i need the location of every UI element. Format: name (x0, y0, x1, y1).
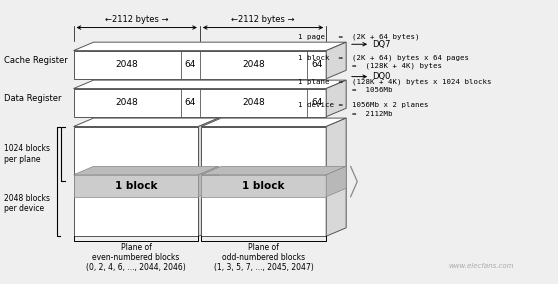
Text: 2048: 2048 (116, 98, 138, 107)
Text: ←2112 bytes →: ←2112 bytes → (105, 15, 169, 24)
Text: ←2112 bytes →: ←2112 bytes → (231, 15, 295, 24)
Polygon shape (74, 80, 346, 89)
Text: DQ0: DQ0 (372, 72, 391, 81)
Text: 2048 blocks
per device: 2048 blocks per device (4, 194, 50, 213)
Text: 1 block: 1 block (243, 181, 285, 191)
Text: =  (128K + 4K) bytes: = (128K + 4K) bytes (299, 63, 442, 69)
Polygon shape (74, 42, 346, 51)
Text: 1 plane  =  (128K + 4K) bytes x 1024 blocks: 1 plane = (128K + 4K) bytes x 1024 block… (299, 78, 492, 85)
Polygon shape (326, 80, 346, 117)
Polygon shape (74, 166, 219, 175)
Polygon shape (326, 118, 346, 236)
Text: 1 device =  1056Mb x 2 planes: 1 device = 1056Mb x 2 planes (299, 103, 429, 108)
Text: 64: 64 (185, 60, 196, 69)
Polygon shape (326, 42, 346, 79)
Text: Cache Register: Cache Register (4, 56, 68, 65)
Text: DQ7: DQ7 (372, 40, 391, 49)
Text: 1 page   =  (2K + 64 bytes): 1 page = (2K + 64 bytes) (299, 33, 420, 40)
Text: 64: 64 (185, 98, 196, 107)
Polygon shape (74, 118, 219, 127)
Polygon shape (201, 175, 326, 197)
Text: 64: 64 (311, 98, 323, 107)
Text: 1 block: 1 block (115, 181, 157, 191)
Polygon shape (199, 166, 219, 197)
Polygon shape (201, 118, 346, 127)
Text: 1024 blocks
per plane: 1024 blocks per plane (4, 144, 50, 164)
Polygon shape (74, 175, 199, 197)
Polygon shape (74, 127, 199, 236)
Polygon shape (201, 127, 326, 236)
Text: 2048: 2048 (116, 60, 138, 69)
Polygon shape (74, 51, 326, 79)
Text: Data Register: Data Register (4, 94, 62, 103)
Text: 64: 64 (311, 60, 323, 69)
Text: www.elecfans.com: www.elecfans.com (449, 263, 514, 269)
Text: =  2112Mb: = 2112Mb (299, 111, 393, 117)
Text: 2048: 2048 (242, 60, 265, 69)
Text: =  1056Mb: = 1056Mb (299, 87, 393, 93)
Text: 1 block  =  (2K + 64) bytes x 64 pages: 1 block = (2K + 64) bytes x 64 pages (299, 54, 469, 61)
Text: Plane of
odd-numbered blocks
(1, 3, 5, 7, ..., 2045, 2047): Plane of odd-numbered blocks (1, 3, 5, 7… (214, 243, 314, 272)
Polygon shape (199, 118, 219, 236)
Polygon shape (201, 166, 346, 175)
Text: Plane of
even-numbered blocks
(0, 2, 4, 6, ..., 2044, 2046): Plane of even-numbered blocks (0, 2, 4, … (86, 243, 186, 272)
Text: 2048: 2048 (242, 98, 265, 107)
Polygon shape (326, 166, 346, 197)
Polygon shape (74, 89, 326, 117)
